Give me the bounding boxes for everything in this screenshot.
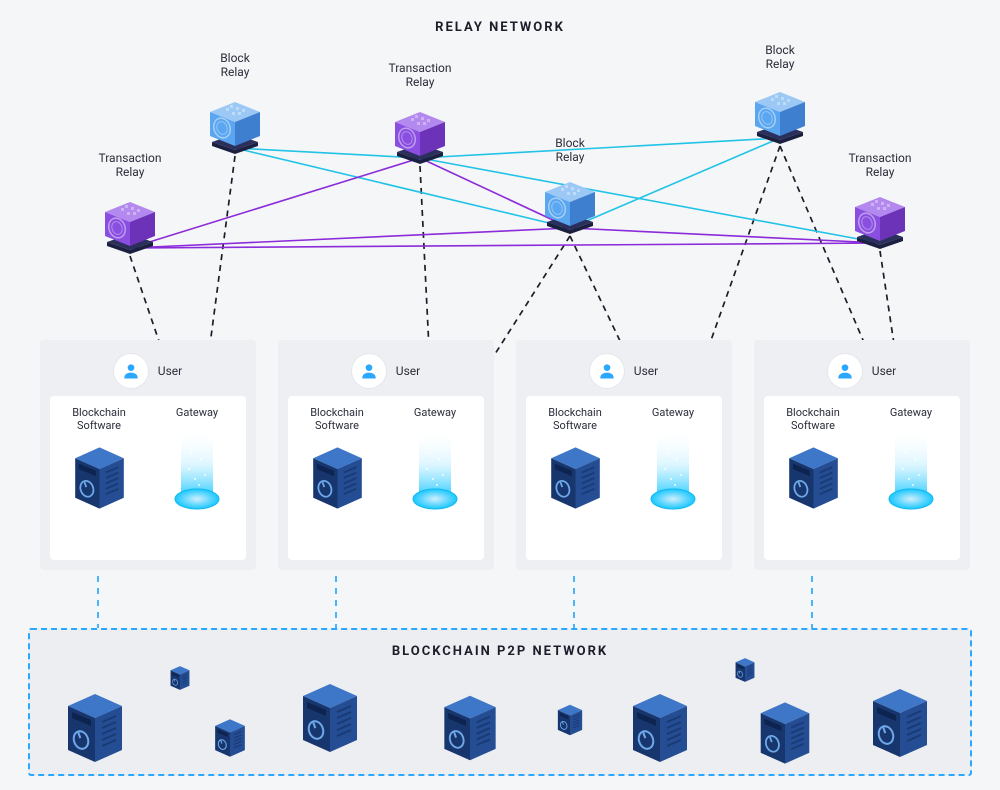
user-card: User Blockchain Software Gateway: [40, 340, 256, 570]
gateway-label: Gateway: [890, 406, 932, 419]
user-inner-card: Blockchain Software Gateway: [764, 396, 960, 560]
p2p-server-icon: [625, 688, 695, 772]
gateway-icon: [883, 429, 939, 519]
user-avatar-icon: [114, 354, 148, 388]
user-avatar-icon: [828, 354, 862, 388]
user-card: User Blockchain Software Gateway: [516, 340, 732, 570]
user-card: User Blockchain Software Gateway: [754, 340, 970, 570]
user-label: User: [396, 364, 420, 378]
block-relay-node: [745, 84, 815, 156]
gateway-label: Gateway: [414, 406, 456, 419]
user-inner-card: Blockchain Software Gateway: [526, 396, 722, 560]
gateway-icon: [645, 429, 701, 519]
gateway-icon: [169, 429, 225, 519]
p2p-server-icon: [554, 702, 586, 742]
user-label: User: [634, 364, 658, 378]
user-label: User: [872, 364, 896, 378]
block-relay-label: Block Relay: [765, 43, 795, 72]
p2p-server-icon: [60, 688, 130, 772]
gateway-label: Gateway: [652, 406, 694, 419]
p2p-server-icon: [733, 656, 758, 688]
p2p-server-icon: [437, 690, 504, 770]
gateway-icon: [407, 429, 463, 519]
block-relay-label: Block Relay: [555, 136, 585, 165]
user-card: User Blockchain Software Gateway: [278, 340, 494, 570]
gateway-label: Gateway: [176, 406, 218, 419]
user-label: User: [158, 364, 182, 378]
p2p-server-icon: [295, 678, 365, 762]
transaction-relay-node: [845, 189, 915, 261]
user-inner-card: Blockchain Software Gateway: [50, 396, 246, 560]
transaction-relay-label: Transaction Relay: [388, 61, 451, 90]
server-icon: [782, 442, 845, 518]
server-icon: [306, 442, 369, 518]
user-inner-card: Blockchain Software Gateway: [288, 396, 484, 560]
block-relay-node: [200, 94, 270, 166]
p2p-server-icon: [754, 697, 817, 773]
transaction-relay-node: [95, 194, 165, 266]
transaction-relay-label: Transaction Relay: [848, 151, 911, 180]
blockchain-software-label: Blockchain Software: [72, 406, 126, 432]
diagram-stage: RELAY NETWORK Transaction Relay Block Re…: [0, 0, 1000, 790]
transaction-relay-node: [385, 104, 455, 176]
user-avatar-icon: [352, 354, 386, 388]
blockchain-software-label: Blockchain Software: [786, 406, 840, 432]
blockchain-software-label: Blockchain Software: [548, 406, 602, 432]
p2p-server-icon: [865, 683, 935, 767]
block-relay-node: [535, 174, 605, 246]
p2p-server-icon: [211, 716, 250, 764]
server-icon: [544, 442, 607, 518]
server-icon: [68, 442, 131, 518]
user-avatar-icon: [590, 354, 624, 388]
p2p-server-icon: [168, 664, 193, 696]
block-relay-label: Block Relay: [220, 51, 250, 80]
p2p-network-title: BLOCKCHAIN P2P NETWORK: [392, 644, 608, 659]
transaction-relay-label: Transaction Relay: [98, 151, 161, 180]
blockchain-software-label: Blockchain Software: [310, 406, 364, 432]
relay-network-title: RELAY NETWORK: [435, 20, 565, 35]
